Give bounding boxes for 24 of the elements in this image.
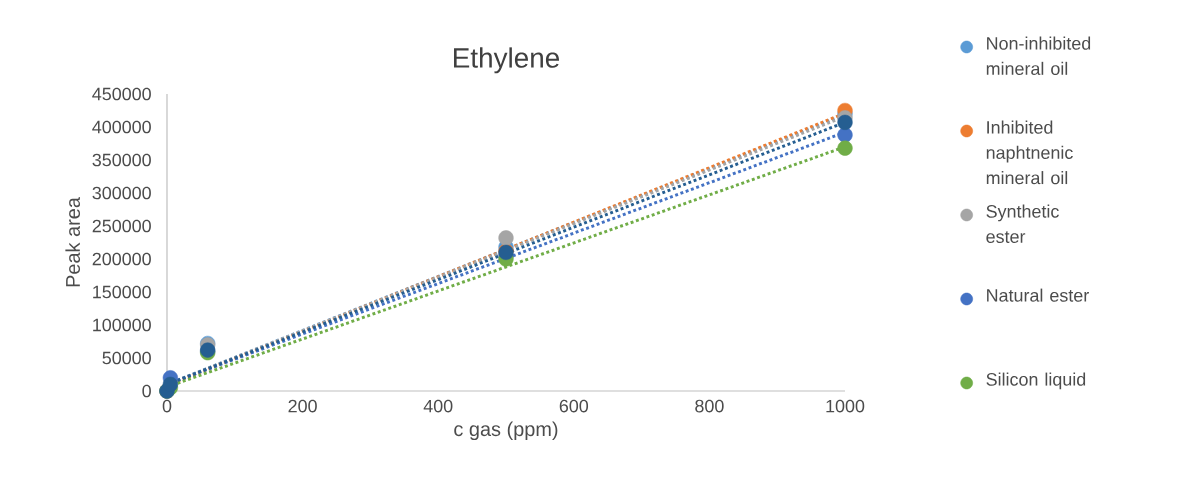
legend-label: Inhibited naphtnenic mineral oil xyxy=(986,120,1073,185)
chart-title: Ethylene xyxy=(454,47,560,74)
y-tick-label: 350000 xyxy=(92,153,151,167)
y-tick-label: 150000 xyxy=(93,285,151,299)
legend-label: Silicon liquid xyxy=(986,372,1086,390)
y-tick-label: 0 xyxy=(142,384,151,398)
y-tick-label: 300000 xyxy=(92,186,151,200)
y-tick-label: 450000 xyxy=(92,87,151,101)
x-tick-label: 1000 xyxy=(826,399,865,413)
legend-label: Synthetic ester xyxy=(986,204,1059,243)
y-tick-label: 50000 xyxy=(102,351,151,365)
y-axis-title: Peak area xyxy=(65,197,80,287)
legend-label: Non-inhibited mineral oil xyxy=(986,36,1091,75)
x-tick-label: 200 xyxy=(288,399,317,413)
x-tick-label: 0 xyxy=(162,399,172,413)
legend-label: Natural ester xyxy=(987,288,1089,302)
y-tick-label: 200000 xyxy=(92,252,151,266)
y-tick-label: 100000 xyxy=(93,318,151,332)
x-tick-label: 600 xyxy=(559,399,589,413)
x-axis-title: c gas (ppm) xyxy=(454,421,558,441)
y-tick-label: 250000 xyxy=(92,219,151,233)
x-tick-label: 400 xyxy=(423,399,453,413)
y-tick-label: 400000 xyxy=(92,120,151,134)
x-tick-label: 800 xyxy=(695,399,724,413)
